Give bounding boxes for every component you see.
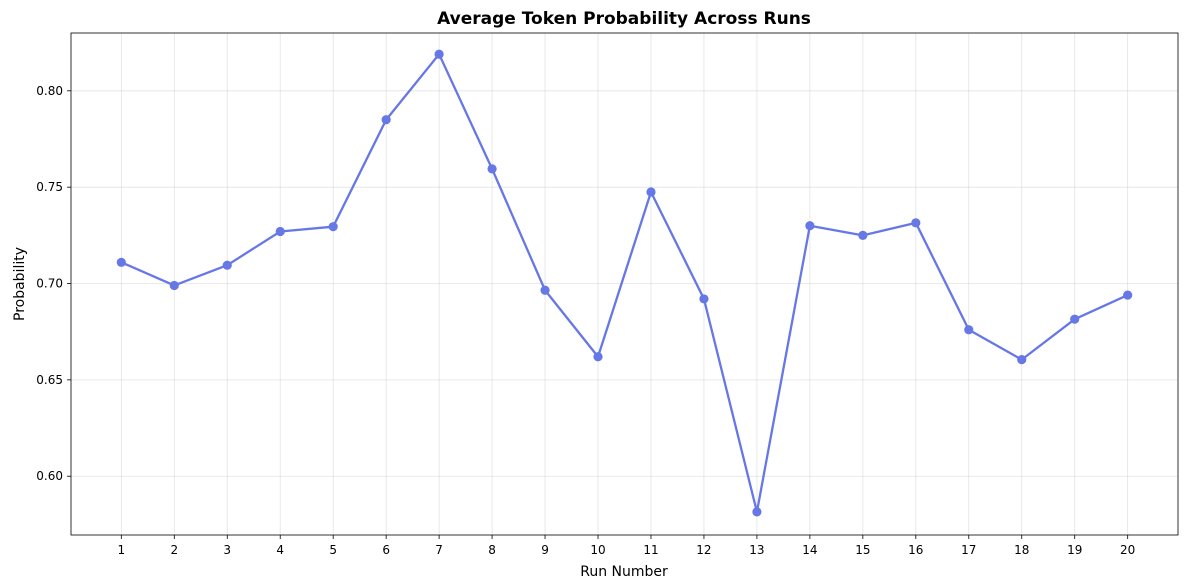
data-point (1070, 314, 1080, 324)
data-point (1123, 290, 1133, 300)
y-tick-label: 0.65 (36, 373, 63, 387)
data-point (911, 218, 921, 228)
x-tick-label: 5 (329, 543, 337, 557)
x-tick-label: 15 (855, 543, 870, 557)
y-tick-label: 0.60 (36, 469, 63, 483)
y-tick-label: 0.75 (36, 180, 63, 194)
data-point (964, 325, 974, 335)
x-tick-label: 2 (170, 543, 178, 557)
x-tick-label: 13 (749, 543, 764, 557)
x-tick-label: 3 (223, 543, 231, 557)
x-tick-label: 16 (908, 543, 923, 557)
x-tick-label: 9 (541, 543, 549, 557)
plot-frame (70, 32, 1179, 536)
x-tick-label: 6 (382, 543, 390, 557)
chart-title: Average Token Probability Across Runs (437, 9, 811, 29)
x-tick-label: 4 (276, 543, 284, 557)
x-tick-label: 17 (961, 543, 976, 557)
data-point (858, 230, 868, 240)
series-line (120, 53, 1129, 514)
x-tick-label: 1 (117, 543, 125, 557)
series-line-group (116, 49, 1133, 517)
data-point (646, 187, 656, 197)
x-tick-label: 11 (643, 543, 658, 557)
data-point (381, 115, 391, 125)
data-point (328, 222, 338, 232)
x-tick-label: 19 (1067, 543, 1082, 557)
x-tick-label: 8 (488, 543, 496, 557)
y-axis: 0.60 0.65 0.70 0.75 0.80 (36, 84, 71, 483)
data-point (805, 221, 815, 231)
data-point (222, 260, 232, 270)
grid (71, 33, 1178, 535)
x-tick-label: 7 (435, 543, 443, 557)
y-tick-label: 0.80 (36, 84, 63, 98)
data-point (540, 285, 550, 295)
data-point (169, 280, 179, 291)
x-axis-label: Run Number (580, 564, 668, 580)
data-point (275, 226, 285, 237)
x-tick-label: 18 (1014, 543, 1029, 557)
x-tick-label: 20 (1120, 543, 1135, 557)
data-point (1017, 355, 1027, 365)
data-point (487, 164, 497, 174)
x-tick-label: 14 (802, 543, 817, 557)
y-tick-label: 0.70 (36, 277, 63, 291)
data-point (593, 352, 603, 362)
x-tick-label: 12 (696, 543, 711, 557)
data-point (116, 257, 126, 267)
x-axis: 1 2 3 4 5 6 7 8 9 10 11 12 13 14 15 16 17 18 19 20 (117, 535, 1135, 557)
data-point (752, 507, 762, 517)
data-point (434, 49, 444, 59)
data-point (699, 294, 709, 304)
y-axis-label: Probability (12, 247, 28, 321)
x-tick-label: 10 (590, 543, 605, 557)
